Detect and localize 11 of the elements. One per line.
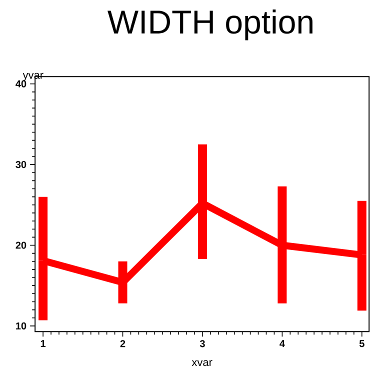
x-axis-title: xvar (192, 360, 212, 366)
chart-title: WIDTH option (108, 10, 312, 40)
x-tick-label: 5 (359, 340, 364, 348)
y-tick-label: 20 (16, 242, 26, 249)
y-tick-label: 40 (16, 80, 26, 88)
x-tick-label: 2 (120, 340, 126, 348)
x-tick-label: 3 (200, 340, 205, 348)
y-tick-label: 10 (16, 322, 26, 330)
x-tick-label: 4 (280, 340, 285, 347)
y-tick-label: 30 (16, 160, 26, 168)
x-tick-label: 1 (40, 340, 46, 347)
